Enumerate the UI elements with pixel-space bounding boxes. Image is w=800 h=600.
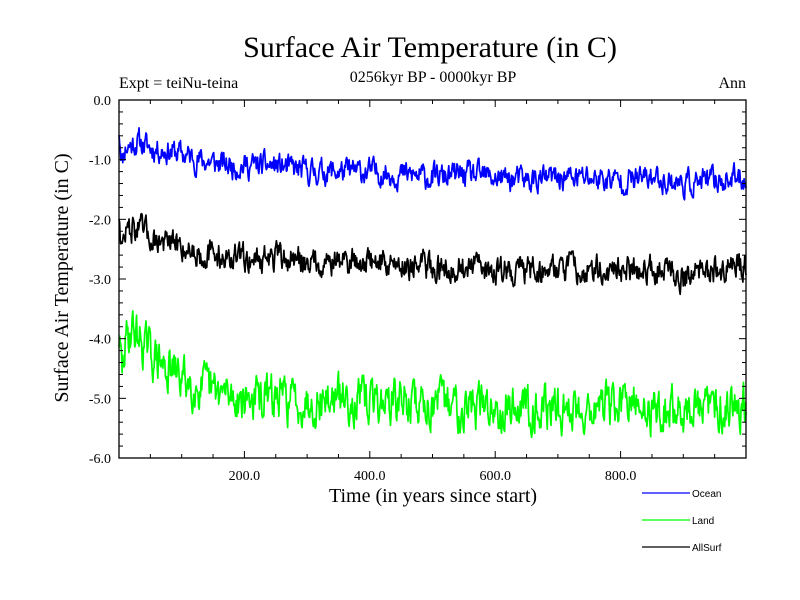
plot-area — [118, 127, 747, 439]
season-label: Ann — [718, 75, 746, 92]
x-tick-label: 400.0 — [354, 469, 386, 484]
series-line-land — [118, 310, 747, 439]
axes: 200.0 400.0 600.0 800.0 0.0 -1.0 -2.0 -3.0 -4.0 -… — [89, 94, 747, 484]
y-tick-label: -5.0 — [89, 392, 111, 407]
y-tick-label: 0.0 — [94, 94, 112, 109]
y-tick-label: -3.0 — [89, 273, 111, 288]
x-axis-label: Time (in years since start) — [329, 485, 537, 507]
y-axis-label: Surface Air Temperature (in C) — [51, 153, 73, 402]
y-tick-label: -4.0 — [89, 333, 111, 348]
x-tick-label: 800.0 — [605, 469, 637, 484]
y-tick-label: -1.0 — [89, 154, 111, 169]
y-tick-label: -2.0 — [89, 213, 111, 228]
x-tick-label: 600.0 — [479, 469, 511, 484]
legend-label-land: Land — [692, 516, 714, 527]
x-tick-label: 200.0 — [229, 469, 261, 484]
y-tick-label: -6.0 — [89, 452, 111, 467]
legend-label-allsurf: AllSurf — [692, 543, 722, 554]
experiment-label: Expt = teiNu-teina — [119, 75, 238, 92]
chart-subtitle: 0256kyr BP - 0000kyr BP — [350, 69, 517, 86]
legend-label-ocean: Ocean — [692, 489, 721, 500]
series-line-allsurf — [118, 212, 747, 296]
series-line-ocean — [118, 127, 747, 201]
chart-title: Surface Air Temperature (in C) — [243, 31, 617, 64]
legend: Ocean Land AllSurf — [642, 489, 722, 554]
